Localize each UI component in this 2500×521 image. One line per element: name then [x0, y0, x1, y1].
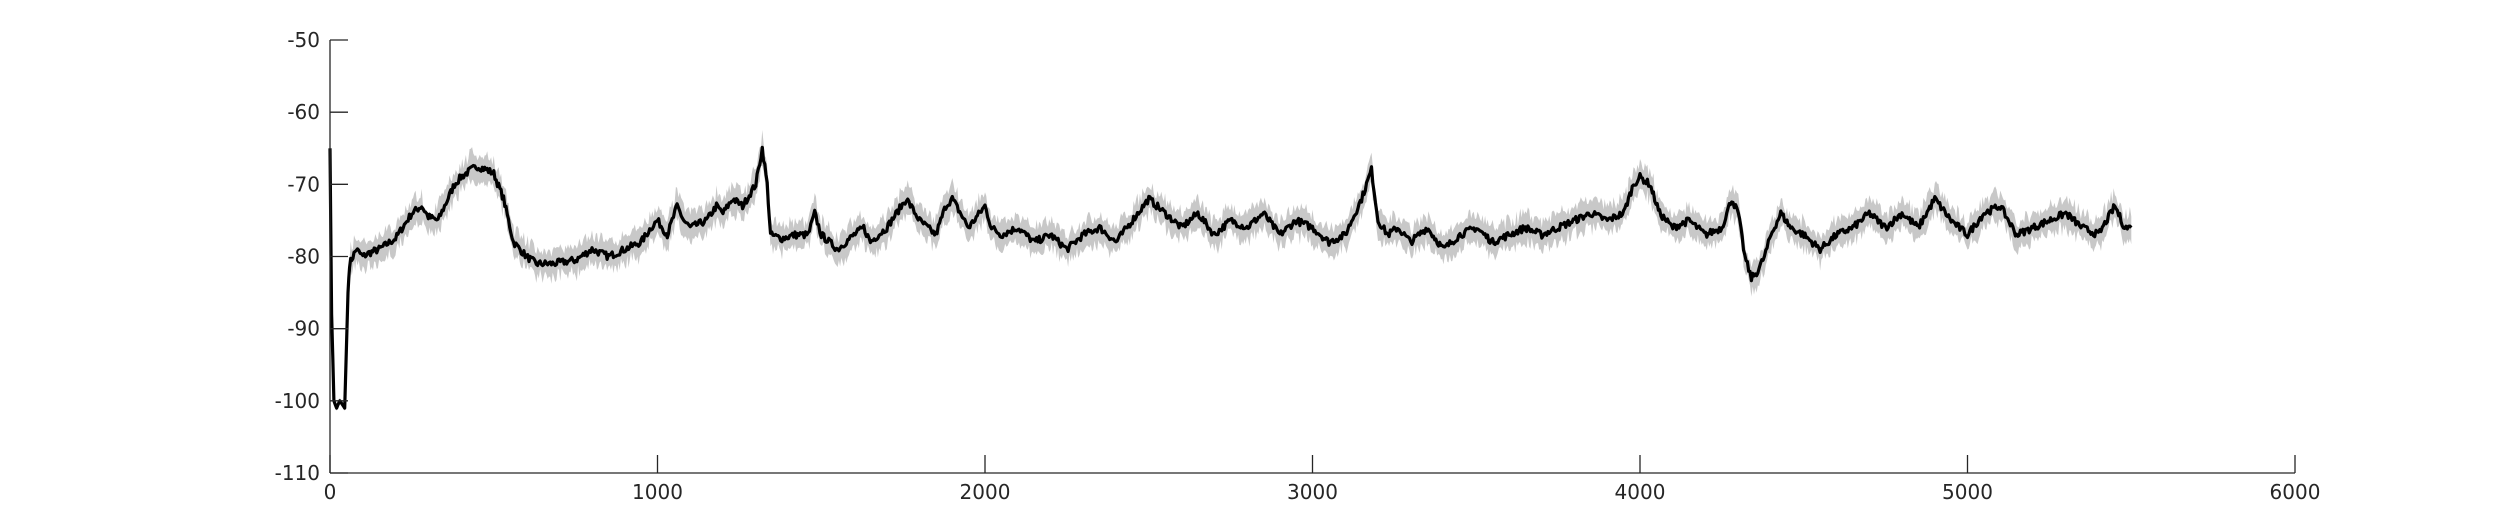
y-tick-label: -80	[287, 245, 320, 269]
y-tick-label: -100	[275, 389, 320, 413]
x-tick-label: 2000	[960, 480, 1011, 504]
x-tick-label: 5000	[1942, 480, 1993, 504]
series-line	[328, 145, 2133, 410]
y-tick-label: -110	[275, 461, 320, 485]
confidence-band-layer	[330, 130, 2132, 411]
y-tick-group: -50 -60 -70 -80 -90 -100 -110	[275, 28, 348, 485]
x-tick-label: 6000	[2270, 480, 2321, 504]
x-tick-group: 0 1000 2000 3000 4000 5000 6000	[324, 455, 2321, 504]
series-band	[330, 130, 2132, 411]
x-tick-label: 3000	[1287, 480, 1338, 504]
x-tick-label: 0	[324, 480, 337, 504]
series-line-layer	[328, 145, 2133, 410]
y-tick-label: -70	[287, 172, 320, 196]
x-tick-label: 4000	[1615, 480, 1666, 504]
y-tick-label: -60	[287, 100, 320, 124]
y-tick-label: -50	[287, 28, 320, 52]
x-tick-label: 1000	[632, 480, 683, 504]
y-tick-label: -90	[287, 317, 320, 341]
